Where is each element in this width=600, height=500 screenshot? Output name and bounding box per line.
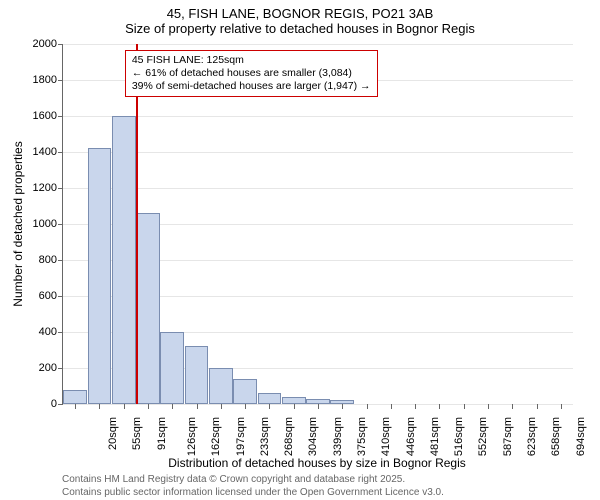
xtick-mark [488, 404, 489, 409]
xtick-label: 162sqm [208, 417, 222, 456]
ytick-label: 1600 [33, 110, 63, 122]
gridline [63, 44, 573, 45]
ytick-label: 1200 [33, 182, 63, 194]
xtick-label: 446sqm [403, 417, 417, 456]
histogram-bar [63, 390, 87, 404]
gridline [63, 116, 573, 117]
histogram-bar [282, 397, 306, 404]
histogram-bar [88, 148, 112, 404]
histogram-bar [209, 368, 233, 404]
xtick-mark [294, 404, 295, 409]
histogram-bar [160, 332, 184, 404]
xtick-mark [561, 404, 562, 409]
histogram-bar [258, 393, 282, 404]
xtick-mark [367, 404, 368, 409]
xtick-mark [124, 404, 125, 409]
ytick-label: 1000 [33, 218, 63, 230]
xtick-label: 694sqm [573, 417, 587, 456]
chart-title-line1: 45, FISH LANE, BOGNOR REGIS, PO21 3AB [0, 0, 600, 21]
xtick-mark [172, 404, 173, 409]
xtick-label: 268sqm [281, 417, 295, 456]
xtick-label: 339sqm [330, 417, 344, 456]
xtick-mark [245, 404, 246, 409]
chart-title-line2: Size of property relative to detached ho… [0, 21, 600, 36]
attribution-line2: Contains public sector information licen… [62, 487, 444, 500]
xtick-mark [197, 404, 198, 409]
xtick-mark [99, 404, 100, 409]
xtick-label: 410sqm [378, 417, 392, 456]
xtick-label: 658sqm [548, 417, 562, 456]
xtick-label: 623sqm [524, 417, 538, 456]
ytick-label: 1400 [33, 146, 63, 158]
histogram-bar [112, 116, 136, 404]
histogram-bar [185, 346, 209, 404]
reference-line [136, 44, 138, 404]
xtick-mark [221, 404, 222, 409]
gridline [63, 188, 573, 189]
xtick-label: 197sqm [233, 417, 247, 456]
xtick-label: 481sqm [427, 417, 441, 456]
ytick-label: 200 [39, 362, 63, 374]
xtick-label: 516sqm [451, 417, 465, 456]
xtick-mark [75, 404, 76, 409]
ytick-label: 800 [39, 254, 63, 266]
xtick-mark [148, 404, 149, 409]
y-axis-label: Number of detached properties [11, 141, 25, 306]
gridline [63, 152, 573, 153]
plot-area: 020040060080010001200140016001800200020s… [62, 44, 573, 405]
xtick-label: 55sqm [129, 417, 143, 450]
histogram-bar [136, 213, 160, 404]
xtick-label: 91sqm [154, 417, 168, 450]
xtick-label: 126sqm [184, 417, 198, 456]
xtick-label: 20sqm [105, 417, 119, 450]
annotation-line: ← 61% of detached houses are smaller (3,… [132, 67, 371, 80]
ytick-label: 600 [39, 290, 63, 302]
annotation-line: 39% of semi-detached houses are larger (… [132, 80, 371, 93]
xtick-mark [512, 404, 513, 409]
xtick-mark [342, 404, 343, 409]
attribution-line1: Contains HM Land Registry data © Crown c… [62, 474, 444, 487]
attribution-text: Contains HM Land Registry data © Crown c… [62, 474, 444, 499]
xtick-label: 552sqm [476, 417, 490, 456]
xtick-mark [318, 404, 319, 409]
ytick-label: 1800 [33, 74, 63, 86]
xtick-mark [439, 404, 440, 409]
xtick-label: 233sqm [257, 417, 271, 456]
ytick-label: 0 [51, 398, 63, 410]
ytick-label: 2000 [33, 38, 63, 50]
xtick-mark [391, 404, 392, 409]
histogram-bar [233, 379, 257, 404]
ytick-label: 400 [39, 326, 63, 338]
xtick-label: 375sqm [354, 417, 368, 456]
xtick-mark [537, 404, 538, 409]
x-axis-label: Distribution of detached houses by size … [168, 456, 466, 470]
annotation-line: 45 FISH LANE: 125sqm [132, 54, 371, 67]
annotation-box: 45 FISH LANE: 125sqm← 61% of detached ho… [125, 50, 378, 97]
xtick-mark [415, 404, 416, 409]
chart-container: 45, FISH LANE, BOGNOR REGIS, PO21 3AB Si… [0, 0, 600, 500]
xtick-mark [269, 404, 270, 409]
xtick-label: 304sqm [306, 417, 320, 456]
xtick-label: 587sqm [500, 417, 514, 456]
xtick-mark [464, 404, 465, 409]
